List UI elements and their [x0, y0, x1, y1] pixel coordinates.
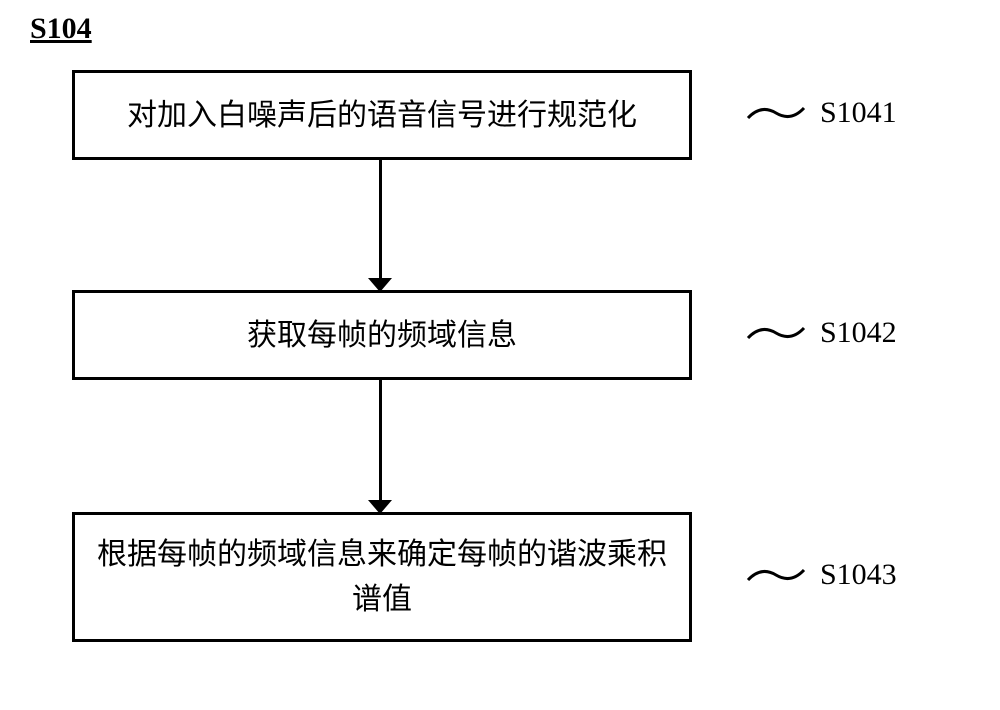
step-label-s1041: S1041: [746, 96, 897, 130]
tilde-icon: [746, 102, 806, 124]
step-label-text: S1043: [820, 558, 897, 592]
flowchart-node-s1043: 根据每帧的频域信息来确定每帧的谐波乘积谱值: [72, 512, 692, 642]
step-label-s1042: S1042: [746, 316, 897, 350]
node-text: 对加入白噪声后的语音信号进行规范化: [127, 93, 637, 138]
step-label-text: S1042: [820, 316, 897, 350]
step-label-text: S1041: [820, 96, 897, 130]
diagram-title: S104: [30, 12, 92, 46]
tilde-icon: [746, 322, 806, 344]
tilde-icon: [746, 564, 806, 586]
flowchart-arrow: [379, 160, 382, 278]
flowchart-arrow: [379, 380, 382, 500]
diagram-canvas: S104 对加入白噪声后的语音信号进行规范化 S1041 获取每帧的频域信息 S…: [0, 0, 1000, 710]
flowchart-node-s1042: 获取每帧的频域信息: [72, 290, 692, 380]
node-text: 获取每帧的频域信息: [247, 313, 517, 358]
flowchart-node-s1041: 对加入白噪声后的语音信号进行规范化: [72, 70, 692, 160]
step-label-s1043: S1043: [746, 558, 897, 592]
node-text: 根据每帧的频域信息来确定每帧的谐波乘积谱值: [95, 532, 669, 622]
